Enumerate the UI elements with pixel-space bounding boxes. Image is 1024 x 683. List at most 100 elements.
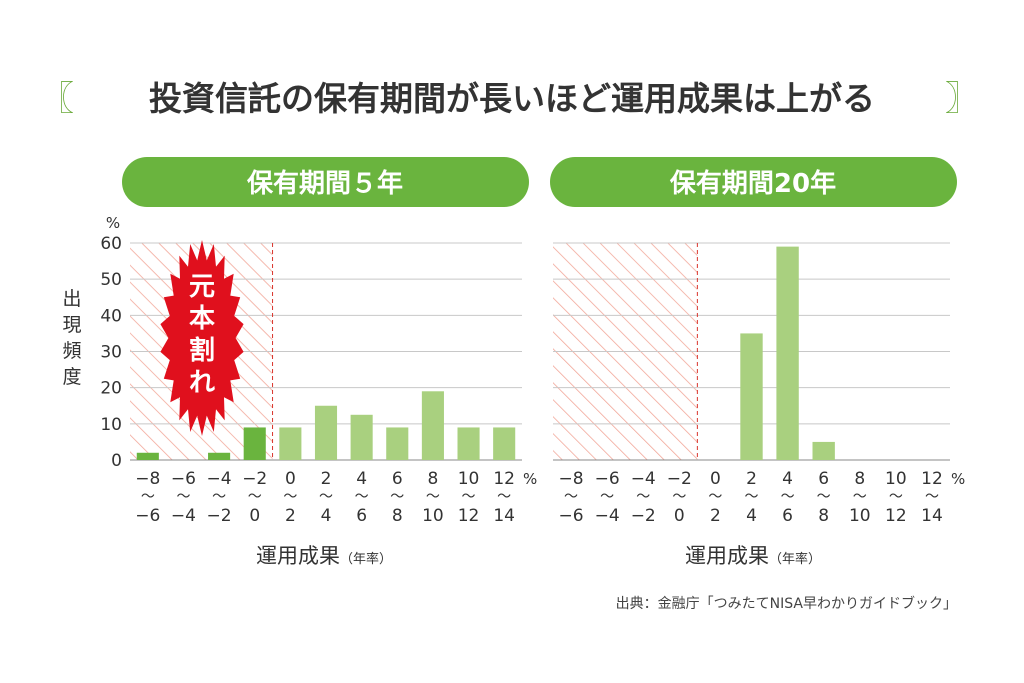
x-tick-label-bottom: 6: [356, 506, 367, 526]
y-tick-label: 30: [100, 343, 122, 363]
x-tick-label-bottom: −2: [631, 506, 656, 526]
x-tick-label-top: 6: [392, 469, 403, 489]
x-unit: %: [523, 470, 537, 488]
y-axis-label-char: 出: [62, 288, 81, 310]
loss-badge-burst: [160, 240, 244, 436]
x-tick-label-bottom: −6: [559, 506, 584, 526]
x-tick-label-bottom: 4: [321, 506, 332, 526]
panel-title-20y: 保有期間20年: [669, 168, 836, 199]
y-tick-label: 40: [100, 306, 122, 326]
x-tick-tilde: 〜: [745, 489, 759, 505]
loss-badge-char: れ: [189, 368, 215, 398]
loss-badge-char: 元: [189, 272, 215, 302]
y-unit: %: [106, 214, 120, 232]
x-tick-label-top: −4: [631, 469, 656, 489]
x-tick-label-top: −2: [667, 469, 692, 489]
y-axis-label-char: 現: [62, 314, 81, 336]
x-tick-tilde: 〜: [672, 489, 686, 505]
x-tick-label-bottom: 14: [493, 506, 515, 526]
bar: [421, 391, 444, 460]
x-tick-label-bottom: 14: [921, 506, 943, 526]
bar: [243, 427, 266, 460]
x-tick-tilde: 〜: [176, 489, 190, 505]
x-tick-label-bottom: 2: [285, 506, 296, 526]
x-tick-tilde: 〜: [212, 489, 226, 505]
bar: [776, 246, 799, 460]
x-tick-tilde: 〜: [141, 489, 155, 505]
x-tick-label-bottom: −4: [595, 506, 620, 526]
y-axis-label: 出 現 頻 度: [62, 288, 81, 388]
x-tick-label-top: 6: [818, 469, 829, 489]
x-tick-tilde: 〜: [319, 489, 333, 505]
x-tick-label-top: 8: [854, 469, 865, 489]
x-tick-label-top: 2: [321, 469, 332, 489]
x-tick-label-bottom: −2: [207, 506, 232, 526]
x-tick-label-top: −4: [207, 469, 232, 489]
x-tick-label-bottom: 0: [674, 506, 685, 526]
title-bracket-right: 〗: [945, 79, 979, 119]
x-tick-label-top: 10: [885, 469, 907, 489]
y-axis-label-char: 度: [62, 366, 81, 388]
bar: [386, 427, 409, 460]
x-tick-tilde: 〜: [781, 489, 795, 505]
x-axis-label-20y: 運用成果（年率）: [685, 544, 821, 568]
main-title: 投資信託の保有期間が長いほど運用成果は上がる: [149, 79, 875, 118]
chart-panel-5y: 0102030405060−8〜−6−6〜−4−4〜−2−2〜00〜22〜44〜…: [100, 234, 537, 526]
chart-panel-20y: −8〜−6−6〜−4−4〜−2−2〜00〜22〜44〜66〜88〜1010〜12…: [553, 242, 965, 526]
panel-header-pill-20y: [550, 157, 957, 207]
x-tick-label-top: −6: [171, 469, 196, 489]
x-tick-tilde: 〜: [248, 489, 262, 505]
x-tick-tilde: 〜: [925, 489, 939, 505]
x-tick-label-bottom: 8: [392, 506, 403, 526]
x-axis-label-5y: 運用成果（年率）: [256, 544, 392, 568]
x-tick-label-bottom: 10: [849, 506, 871, 526]
x-tick-tilde: 〜: [708, 489, 722, 505]
x-tick-tilde: 〜: [462, 489, 476, 505]
bar: [279, 427, 302, 460]
x-tick-label-bottom: 12: [885, 506, 907, 526]
bar: [740, 333, 763, 460]
x-tick-label-bottom: 4: [746, 506, 757, 526]
y-tick-label: 50: [100, 270, 122, 290]
bar: [314, 405, 338, 460]
x-tick-label-bottom: 2: [710, 506, 721, 526]
x-tick-label-top: −8: [559, 469, 584, 489]
x-unit: %: [951, 470, 965, 488]
x-tick-label-bottom: 0: [249, 506, 260, 526]
loss-badge-char: 割: [189, 335, 215, 366]
y-axis-label-char: 頻: [62, 340, 81, 362]
x-tick-label-top: 4: [356, 469, 367, 489]
x-tick-label-bottom: 10: [422, 506, 444, 526]
loss-badge-char: 本: [189, 304, 215, 334]
panel-header-pill-5y: [122, 157, 529, 207]
x-tick-label-top: 2: [746, 469, 757, 489]
x-tick-tilde: 〜: [390, 489, 404, 505]
x-tick-label-bottom: −6: [135, 506, 160, 526]
x-tick-label-top: 0: [710, 469, 721, 489]
bar: [457, 427, 480, 460]
x-tick-tilde: 〜: [426, 489, 440, 505]
loss-badge: 元 本 割 れ: [160, 240, 244, 436]
y-tick-label: 0: [111, 451, 122, 471]
x-tick-tilde: 〜: [636, 489, 650, 505]
x-tick-label-top: 12: [493, 469, 515, 489]
x-tick-tilde: 〜: [889, 489, 903, 505]
bar: [136, 452, 159, 460]
x-tick-label-bottom: 8: [818, 506, 829, 526]
bar: [208, 452, 231, 460]
x-tick-label-top: 0: [285, 469, 296, 489]
x-tick-label-top: 8: [427, 469, 438, 489]
x-tick-tilde: 〜: [853, 489, 867, 505]
x-tick-tilde: 〜: [283, 489, 297, 505]
y-tick-label: 10: [100, 415, 122, 435]
x-tick-tilde: 〜: [497, 489, 511, 505]
x-tick-label-top: −2: [242, 469, 267, 489]
x-tick-label-bottom: −4: [171, 506, 196, 526]
y-tick-label: 60: [100, 234, 122, 254]
x-tick-label-bottom: 12: [458, 506, 480, 526]
bar: [812, 441, 835, 460]
x-tick-label-top: −6: [595, 469, 620, 489]
y-tick-label: 20: [100, 379, 122, 399]
